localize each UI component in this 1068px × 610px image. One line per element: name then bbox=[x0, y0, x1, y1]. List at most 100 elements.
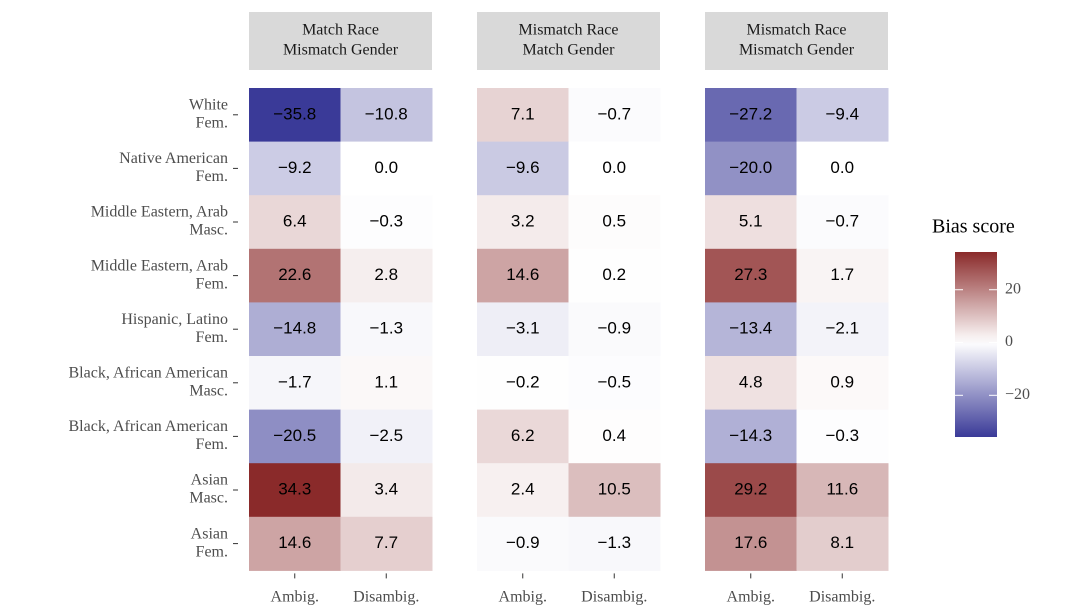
cell-label: −1.3 bbox=[369, 319, 403, 338]
heat-cell bbox=[477, 302, 569, 357]
cell-label: 0.0 bbox=[374, 158, 398, 177]
cell-label: 0.2 bbox=[602, 265, 626, 284]
cell-label: 0.0 bbox=[602, 158, 626, 177]
cell-label: 14.6 bbox=[278, 533, 311, 552]
cell-label: 3.4 bbox=[374, 479, 398, 498]
heat-cell bbox=[477, 141, 569, 196]
x-tick-label: Ambig. bbox=[499, 589, 547, 606]
cell-label: 34.3 bbox=[278, 479, 311, 498]
heat-cell bbox=[568, 516, 661, 571]
cell-label: 27.3 bbox=[734, 265, 767, 284]
cell-label: −0.9 bbox=[506, 533, 540, 552]
heat-cell bbox=[796, 516, 889, 571]
heat-cell bbox=[705, 248, 797, 303]
heat-cell bbox=[796, 141, 889, 196]
legend-title: Bias score bbox=[932, 216, 1015, 238]
heat-cell bbox=[249, 516, 341, 571]
heat-cell bbox=[705, 409, 797, 464]
heat-cell bbox=[568, 248, 661, 303]
cell-label: 29.2 bbox=[734, 479, 767, 498]
legend-tick-label: 20 bbox=[1005, 280, 1021, 297]
cell-label: 0.9 bbox=[830, 372, 854, 391]
cell-label: 17.6 bbox=[734, 533, 767, 552]
heat-cell bbox=[340, 409, 433, 464]
heat-cell bbox=[568, 141, 661, 196]
cell-label: −0.2 bbox=[506, 372, 540, 391]
cell-label: 2.8 bbox=[374, 265, 398, 284]
cell-label: 7.7 bbox=[374, 533, 398, 552]
heat-cell bbox=[249, 302, 341, 357]
heat-cell bbox=[477, 463, 569, 518]
heat-cell bbox=[568, 409, 661, 464]
facet-strip bbox=[705, 12, 888, 70]
heat-cell bbox=[477, 88, 569, 143]
heat-cell bbox=[705, 195, 797, 250]
cell-label: 0.4 bbox=[602, 426, 626, 445]
cell-label: 0.5 bbox=[602, 211, 626, 230]
y-tick-label: Asian bbox=[191, 472, 228, 489]
cell-label: −3.1 bbox=[506, 319, 540, 338]
cell-label: 5.1 bbox=[739, 211, 763, 230]
cell-label: 8.1 bbox=[830, 533, 854, 552]
heat-cell bbox=[796, 195, 889, 250]
cell-label: −14.3 bbox=[729, 426, 772, 445]
facet-title: Match Gender bbox=[523, 42, 616, 59]
x-tick-label: Disambig. bbox=[353, 589, 419, 606]
facet-title: Mismatch Gender bbox=[739, 42, 855, 59]
cell-label: −9.4 bbox=[825, 104, 859, 123]
legend-tick-label: 0 bbox=[1005, 333, 1013, 350]
facet-title: Mismatch Gender bbox=[283, 42, 399, 59]
y-tick-label: Fem. bbox=[196, 168, 228, 185]
facet-strip bbox=[249, 12, 432, 70]
heat-cell bbox=[249, 141, 341, 196]
heat-cell bbox=[568, 302, 661, 357]
heat-cell bbox=[249, 88, 341, 143]
y-tick-label: White bbox=[189, 96, 228, 113]
heat-cell bbox=[705, 356, 797, 411]
facet-title: Mismatch Race bbox=[747, 22, 847, 39]
heat-cell bbox=[796, 248, 889, 303]
cell-label: 6.4 bbox=[283, 211, 307, 230]
y-tick-label: Masc. bbox=[189, 222, 228, 239]
cell-label: −20.0 bbox=[729, 158, 772, 177]
heat-cell bbox=[249, 248, 341, 303]
heat-cell bbox=[705, 141, 797, 196]
y-tick-label: Fem. bbox=[196, 275, 228, 292]
cell-label: 11.6 bbox=[826, 479, 858, 498]
heat-cell bbox=[796, 302, 889, 357]
cell-label: −1.3 bbox=[597, 533, 631, 552]
heat-cell bbox=[568, 463, 661, 518]
heat-cell bbox=[249, 409, 341, 464]
cell-label: −27.2 bbox=[729, 104, 772, 123]
legend-tick-label: −20 bbox=[1005, 386, 1030, 403]
y-tick-label: Middle Eastern, Arab bbox=[91, 257, 228, 274]
cell-label: 22.6 bbox=[278, 265, 311, 284]
x-tick-label: Ambig. bbox=[271, 589, 319, 606]
cell-label: −35.8 bbox=[273, 104, 316, 123]
heat-cell bbox=[249, 463, 341, 518]
heat-cell bbox=[796, 409, 889, 464]
facet-title: Mismatch Race bbox=[519, 22, 619, 39]
heat-cell bbox=[796, 88, 889, 143]
cell-label: −2.5 bbox=[369, 426, 403, 445]
y-tick-label: Fem. bbox=[196, 543, 228, 560]
cell-label: 6.2 bbox=[511, 426, 535, 445]
y-tick-label: Fem. bbox=[196, 436, 228, 453]
heat-cell bbox=[477, 248, 569, 303]
cell-label: 3.2 bbox=[511, 211, 535, 230]
facet-title: Match Race bbox=[302, 22, 379, 39]
x-tick-label: Ambig. bbox=[727, 589, 775, 606]
cell-label: −0.9 bbox=[597, 319, 631, 338]
heat-cell bbox=[340, 463, 433, 518]
cell-label: −0.3 bbox=[825, 426, 859, 445]
heat-cell bbox=[340, 248, 433, 303]
cell-label: 4.8 bbox=[739, 372, 763, 391]
heat-cell bbox=[568, 195, 661, 250]
cell-label: 14.6 bbox=[506, 265, 539, 284]
cell-label: −0.7 bbox=[597, 104, 631, 123]
heat-cell bbox=[568, 88, 661, 143]
cell-label: 0.0 bbox=[830, 158, 854, 177]
y-tick-label: Fem. bbox=[196, 329, 228, 346]
heat-cell bbox=[705, 463, 797, 518]
